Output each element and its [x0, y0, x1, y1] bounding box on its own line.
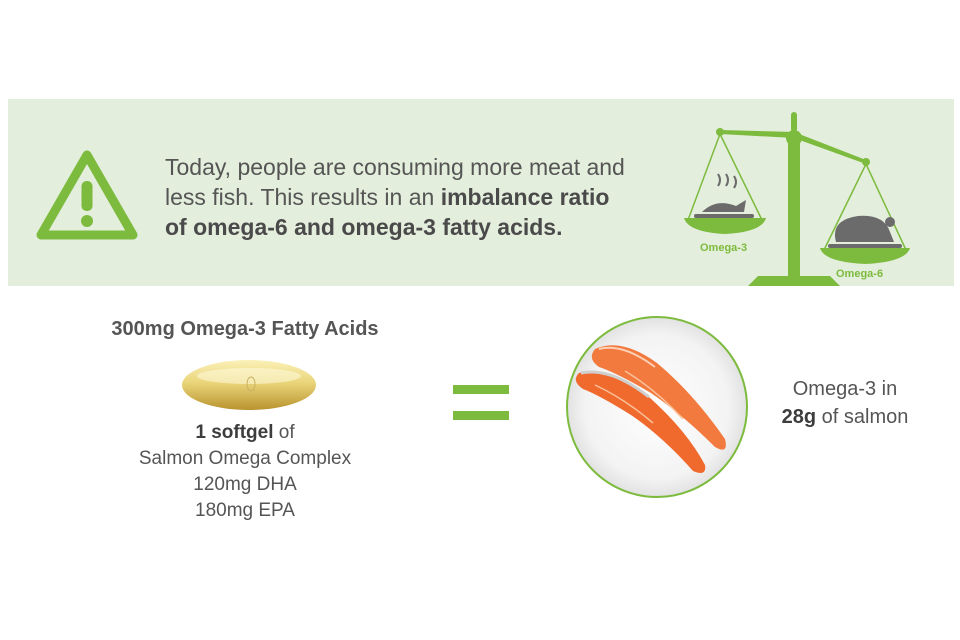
salmon-line-1: Omega-3 in: [792, 378, 898, 400]
banner-line-2: less fish. This results in an: [165, 184, 441, 210]
dha-amount: 120mg DHA: [193, 474, 297, 495]
softgel-heading: 300mg Omega-3 Fatty Acids: [111, 318, 379, 340]
salmon-amount: 28g: [781, 406, 817, 428]
product-name: Salmon Omega Complex: [138, 448, 352, 469]
softgel-details: 1 softgel of Salmon Omega Complex 120mg …: [100, 420, 390, 524]
equals-icon: [453, 385, 509, 420]
banner-line-3: of omega-6 and omega-3 fatty acids.: [165, 214, 563, 240]
epa-amount: 180mg EPA: [195, 500, 295, 521]
softgel-count: 1 softgel: [195, 422, 274, 443]
warning-icon: [36, 150, 138, 240]
banner-line-1: Today, people are consuming more meat an…: [165, 154, 625, 180]
softgel-capsule: [182, 360, 316, 410]
salmon-steak-image: [566, 316, 748, 498]
turkey-icon: [828, 215, 902, 248]
omega-3-scale-label: Omega-3: [700, 242, 748, 254]
banner-message: Today, people are consuming more meat an…: [165, 152, 685, 242]
banner-emphasis: imbalance ratio: [440, 184, 610, 210]
salmon-equivalent: Omega-3 in 28g of salmon: [760, 375, 930, 431]
fish-icon: [694, 173, 754, 218]
softgel-count-suffix: of: [273, 422, 295, 443]
balance-scale-icon: [684, 112, 910, 286]
salmon-amount-suffix: of salmon: [816, 406, 909, 428]
omega-6-scale-label: Omega-6: [836, 268, 884, 280]
